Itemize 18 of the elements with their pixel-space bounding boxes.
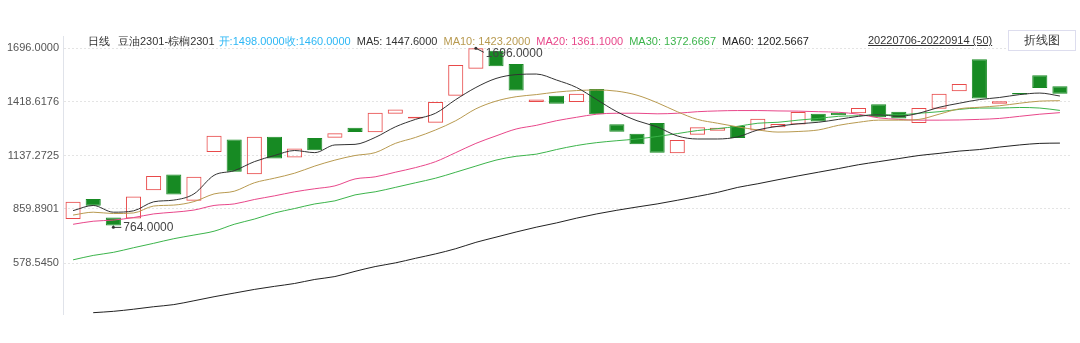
text: MA20: 1361.1000 [536, 35, 624, 47]
y-tick-label: 859.8901 [13, 201, 59, 214]
annotation: 1696.0000 [485, 45, 543, 60]
chart-title: 日线 [88, 35, 110, 47]
annotation: 收:1460.0000 [284, 35, 351, 47]
chart-type-button: 折线图 [1008, 30, 1076, 51]
annotation: 20220706-20220914 (50) [868, 34, 993, 46]
y-tick-label: 1696.0000 [7, 41, 59, 54]
text: MA60: 1202.5667 [722, 35, 809, 47]
annotation: 开:1498.0000 [218, 35, 285, 47]
y-tick-label: 578.5450 [13, 256, 59, 269]
chart-subtitle: 豆油2301-棕榈2301 [118, 35, 215, 47]
text: MA30: 1372.6667 [629, 35, 717, 47]
y-tick-label: 1418.6176 [7, 94, 59, 107]
annotation: 764.0000 [123, 219, 174, 234]
y-tick-label: 1137.2725 [7, 148, 59, 161]
text: MA5: 1447.6000 [356, 35, 438, 47]
text: MA10: 1423.2000 [443, 35, 531, 47]
